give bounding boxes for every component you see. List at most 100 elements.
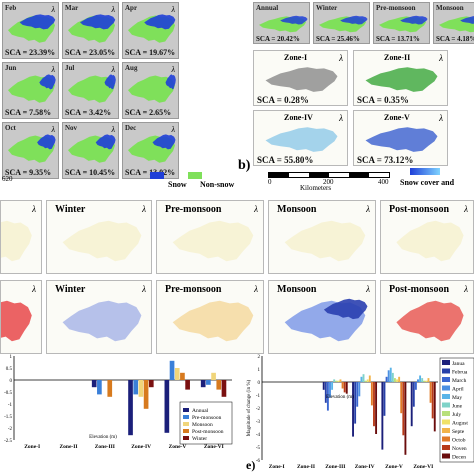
bar: [373, 382, 375, 427]
north-arrow-icon: λ: [339, 53, 343, 63]
scale-tick: 200: [323, 178, 334, 186]
zone-map-panel: Zone-V λ SCA = 73.12%: [353, 110, 448, 166]
legend-swatch: [442, 360, 450, 365]
change-map: [284, 298, 368, 342]
panel-label-b: b): [238, 158, 251, 173]
month-title: Jun: [5, 64, 17, 72]
month-map-panel: Mar λ SCA = 23.05%: [62, 2, 119, 59]
legend-label: Septe: [452, 429, 465, 435]
bar: [329, 382, 331, 398]
zone-map-panel: Zone-II λ SCA = 0.35%: [353, 50, 448, 106]
change-map-title: Post-monsoon: [389, 204, 450, 215]
bar: [396, 379, 398, 382]
bar: [391, 372, 394, 382]
bar: [385, 376, 388, 382]
y-tick-label: -5: [256, 446, 261, 451]
change-map: [172, 220, 254, 262]
map-snow: [95, 134, 116, 150]
season-map: [439, 16, 474, 33]
change-map-title: Winter: [55, 284, 86, 295]
season-title: Monsoon: [436, 4, 464, 12]
bar: [427, 378, 430, 382]
north-arrow-icon: λ: [366, 204, 370, 214]
change-map: [172, 300, 254, 342]
legend-nonsnow-swatch: [188, 172, 202, 179]
bar: [364, 380, 367, 382]
bar: [381, 382, 384, 450]
y-tick-label: 1: [10, 355, 13, 360]
bar: [107, 380, 113, 397]
bar: [368, 375, 371, 382]
change-map-title: Pre-monsoon: [165, 284, 222, 295]
x-tick-label: Zone-III: [325, 464, 345, 470]
bar: [133, 380, 139, 395]
bar: [400, 382, 403, 414]
legend-swatch: [442, 453, 450, 459]
bar: [339, 379, 342, 382]
y-tick-label: -2.5: [4, 439, 12, 444]
north-arrow-icon: λ: [171, 5, 175, 14]
bar: [180, 372, 185, 380]
bar: [333, 379, 336, 382]
zone-title: Zone-V: [384, 113, 410, 122]
month-sca: SCA = 23.05%: [65, 48, 116, 57]
month-title: Oct: [5, 124, 16, 132]
month-map-panel: Apr λ SCA = 19.67%: [122, 2, 179, 59]
month-map-panel: Feb λ SCA = 23.39%: [2, 2, 59, 59]
month-sca: SCA = 10.45%: [65, 168, 116, 177]
month-sca: SCA = 23.39%: [5, 48, 56, 57]
x-tick-label: Zone-VI: [204, 444, 224, 450]
zone-title: Zone-IV: [284, 113, 313, 122]
month-map: [68, 74, 116, 103]
north-arrow-icon: λ: [254, 284, 258, 294]
x-tick-label: Zone-I: [269, 464, 285, 470]
y-tick-label: 0: [10, 379, 13, 384]
north-arrow-icon: λ: [111, 5, 115, 14]
change-map: [284, 220, 366, 262]
season-title: Annual: [256, 4, 279, 12]
scale-tick: 0: [268, 178, 272, 186]
bar: [387, 370, 390, 382]
bar: [358, 382, 361, 397]
y-tick-label: -3: [256, 420, 261, 425]
bar: [343, 382, 346, 393]
y-tick-label: -1.5: [4, 415, 12, 420]
north-arrow-icon: λ: [51, 125, 55, 134]
x-axis-label: Elevation (m): [89, 435, 117, 440]
legend-label: Monsoon: [192, 422, 213, 428]
bar: [394, 378, 396, 382]
y-tick-label: 0: [258, 381, 261, 386]
bar: [341, 382, 344, 389]
x-tick-label: Zone-IV: [355, 464, 375, 470]
legend-swatch: [442, 377, 450, 382]
change-map: [62, 300, 142, 342]
bar: [356, 382, 359, 407]
season-map: [319, 15, 368, 33]
legend-label: Decen: [452, 455, 466, 461]
zone-map: [365, 127, 438, 152]
legend-swatch: [183, 415, 189, 419]
legend-swatch: [442, 419, 450, 425]
bar: [216, 380, 222, 390]
legend-label: July: [452, 412, 461, 418]
bar: [322, 382, 325, 390]
legend-snowcover-swatch: [410, 168, 440, 175]
season-sca: SCA = 13.71%: [376, 35, 420, 43]
x-tick-label: Zone-II: [59, 444, 77, 450]
north-arrow-icon: λ: [254, 204, 258, 214]
change-map: [396, 220, 464, 262]
month-map: [68, 14, 116, 43]
north-arrow-icon: λ: [171, 65, 175, 74]
y-axis-label: Magnitude of change (in %): [247, 379, 252, 436]
bar: [337, 380, 340, 382]
legend-label: Janua: [452, 361, 465, 367]
legend-snow-swatch: [150, 172, 164, 179]
month-title: Feb: [5, 4, 17, 12]
month-map: [128, 134, 176, 163]
legend-label: May: [452, 395, 462, 401]
change-map-panel: Winter λ: [46, 280, 152, 354]
change-map-panel: Winter λ: [46, 200, 152, 274]
map-land: [128, 75, 175, 103]
month-map: [128, 14, 176, 43]
season-title: Pre-monsoon: [376, 4, 416, 12]
